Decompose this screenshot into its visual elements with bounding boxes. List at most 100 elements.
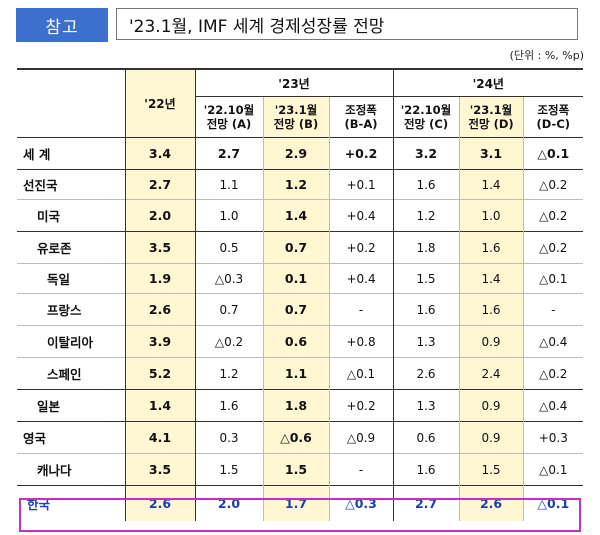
value-cell: 1.8 (262, 389, 329, 422)
value-cell: 0.7 (262, 231, 329, 264)
value-cell: +0.1 (328, 169, 394, 200)
value-cell: - (328, 293, 394, 326)
value-cell: △0.4 (522, 389, 584, 422)
value-cell: △0.2 (522, 231, 584, 264)
value-cell: 1.6 (392, 169, 460, 200)
value-cell: 1.4 (262, 199, 329, 232)
value-cell: 2.9 (262, 137, 329, 170)
value-cell: 1.6 (392, 293, 460, 326)
value-cell: △0.9 (328, 421, 394, 454)
table-row: 한국 2.6 2.0 1.7 △0.3 2.7 2.6 △0.1 (17, 485, 584, 521)
value-cell: 1.2 (262, 169, 329, 200)
value-cell: △0.2 (522, 357, 584, 390)
value-cell: 4.1 (124, 421, 195, 454)
value-cell: △0.1 (522, 137, 584, 170)
value-cell: △0.1 (522, 485, 584, 521)
value-cell: △0.3 (194, 263, 263, 294)
table-row: 스페인 5.2 1.2 1.1 △0.1 2.6 2.4 △0.2 (17, 357, 584, 390)
value-cell: - (328, 453, 394, 486)
value-cell: 1.4 (458, 263, 524, 294)
header-23-adj: 조정폭 (B-A) (328, 96, 394, 138)
value-cell: △0.2 (522, 199, 584, 232)
row-label: 스페인 (17, 357, 125, 390)
value-cell: 3.5 (124, 231, 195, 264)
value-cell: +0.8 (328, 325, 394, 358)
value-cell: 0.6 (392, 421, 460, 454)
value-cell: +0.2 (328, 389, 394, 422)
table-row: 프랑스 2.6 0.7 0.7-1.6 1.6- (17, 293, 584, 326)
header-24-adj: 조정폭 (D-C) (522, 96, 584, 138)
table-row: 미국 2.0 1.0 1.4 +0.4 1.2 1.0 △0.2 (17, 199, 584, 232)
row-label: 일본 (17, 389, 125, 422)
header-blank-2 (17, 97, 125, 138)
value-cell: 0.7 (194, 293, 263, 326)
table-row: 이탈리아 3.9 △0.2 0.6 +0.8 1.3 0.9 △0.4 (17, 325, 584, 358)
unit-label: (단위 : %, %p) (509, 49, 584, 62)
value-cell: 0.5 (194, 231, 263, 264)
value-cell: 1.4 (458, 169, 524, 200)
value-cell: 1.3 (392, 389, 460, 422)
value-cell: 2.6 (392, 357, 460, 390)
row-label: 유로존 (17, 231, 125, 264)
value-cell: 3.4 (124, 137, 195, 170)
value-cell: 1.8 (392, 231, 460, 264)
row-label: 미국 (17, 199, 125, 232)
table-row: 일본 1.4 1.6 1.8 +0.2 1.3 0.9 △0.4 (17, 389, 584, 422)
value-cell: 1.1 (194, 169, 263, 200)
value-cell: - (522, 293, 584, 326)
value-cell: 2.7 (124, 169, 195, 200)
page-title: '23.1월, IMF 세계 경제성장률 전망 (116, 8, 578, 40)
value-cell: △0.6 (262, 421, 329, 454)
value-cell: 2.0 (194, 485, 263, 521)
value-cell: 2.6 (124, 485, 195, 521)
value-cell: 1.9 (124, 263, 195, 294)
value-cell: 0.1 (262, 263, 329, 294)
value-cell: +0.3 (522, 421, 584, 454)
row-label: 프랑스 (17, 293, 125, 326)
value-cell: 2.6 (458, 485, 524, 521)
row-label: 한국 (17, 485, 125, 521)
table-row: 유로존 3.5 0.5 0.7 +0.2 1.8 1.6 △0.2 (17, 231, 584, 264)
header-23-jan: '23.1월 전망 (B) (262, 96, 329, 138)
table-row: 영국 4.1 0.3 △0.6 △0.9 0.6 0.9 +0.3 (17, 421, 584, 454)
value-cell: 5.2 (124, 357, 195, 390)
value-cell: △0.4 (522, 325, 584, 358)
row-label: 독일 (17, 263, 125, 294)
value-cell: 1.2 (194, 357, 263, 390)
value-cell: 3.2 (392, 137, 460, 170)
value-cell: +0.2 (328, 137, 394, 170)
value-cell: 1.0 (458, 199, 524, 232)
growth-forecast-table: '22년 '23년 '24년 '22.10월 전망 (A) '23.1월 전망 (B… (17, 68, 584, 534)
value-cell: 2.7 (392, 485, 460, 521)
value-cell: +0.4 (328, 263, 394, 294)
header-blank (17, 68, 125, 97)
value-cell: 1.1 (262, 357, 329, 390)
value-cell: △0.1 (522, 263, 584, 294)
value-cell: 1.4 (124, 389, 195, 422)
table-row: 세 계 3.4 2.7 2.9 +0.2 3.2 3.1 △0.1 (17, 137, 584, 170)
row-label: 이탈리아 (17, 325, 125, 358)
value-cell: 1.6 (392, 453, 460, 486)
row-label: 세 계 (17, 137, 125, 170)
header-23: '23년 (194, 68, 394, 97)
value-cell: △0.2 (522, 169, 584, 200)
value-cell: △0.1 (522, 453, 584, 486)
value-cell: 3.9 (124, 325, 195, 358)
value-cell: 0.9 (458, 421, 524, 454)
value-cell: 2.6 (124, 293, 195, 326)
value-cell: 2.7 (194, 137, 263, 170)
value-cell: △0.2 (194, 325, 263, 358)
value-cell: 1.6 (194, 389, 263, 422)
value-cell: 0.6 (262, 325, 329, 358)
row-label: 영국 (17, 421, 125, 454)
value-cell: 1.3 (392, 325, 460, 358)
row-label: 선진국 (17, 169, 125, 200)
value-cell: 1.6 (458, 293, 524, 326)
value-cell: 1.6 (458, 231, 524, 264)
value-cell: 3.1 (458, 137, 524, 170)
table-row: 캐나다 3.5 1.5 1.5-1.6 1.5 △0.1 (17, 453, 584, 486)
value-cell: 1.2 (392, 199, 460, 232)
header-24: '24년 (392, 68, 584, 97)
value-cell: △0.3 (328, 485, 394, 521)
value-cell: 1.5 (458, 453, 524, 486)
